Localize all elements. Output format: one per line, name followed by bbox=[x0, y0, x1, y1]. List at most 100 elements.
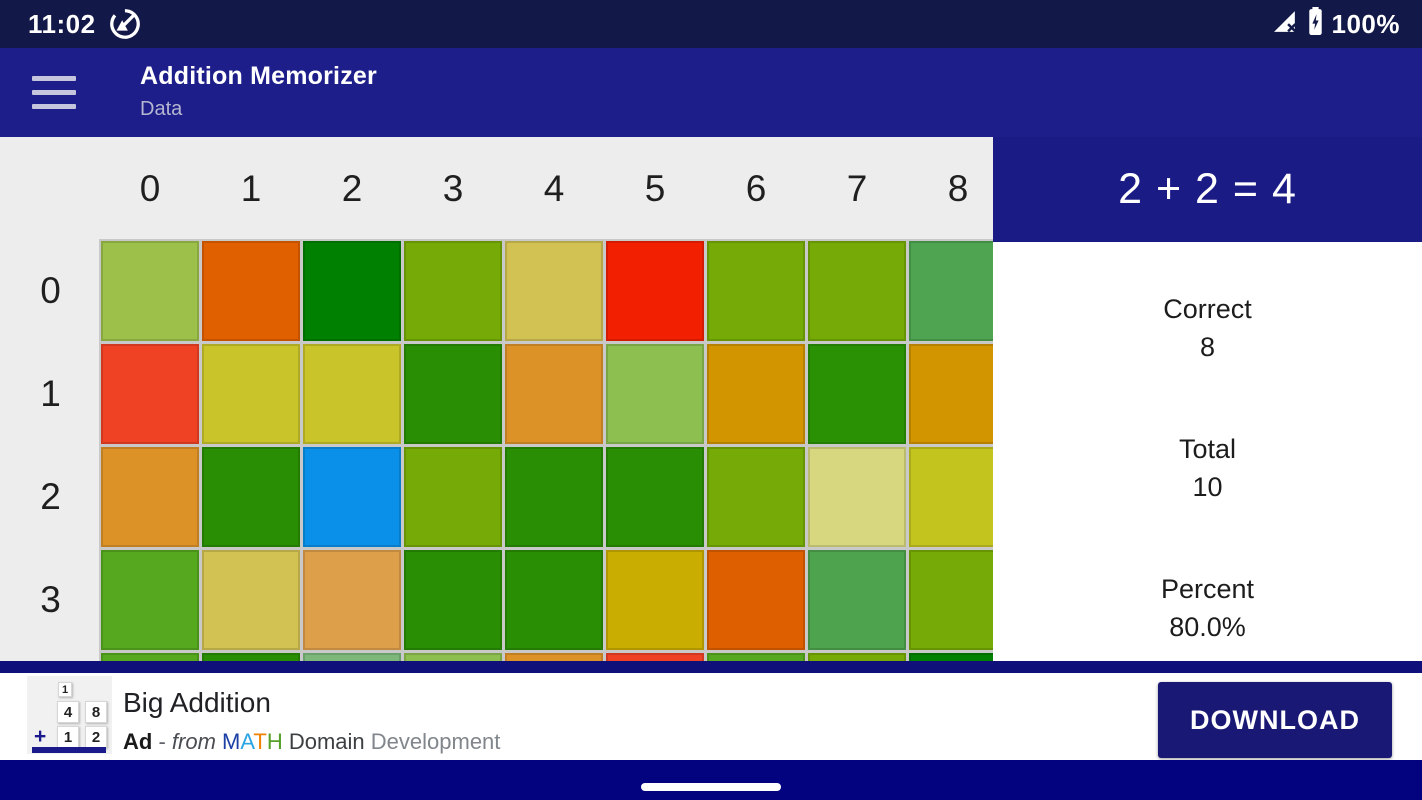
status-clock: 11:02 bbox=[28, 9, 96, 39]
row-header-0: 0 bbox=[40, 270, 61, 311]
stat-correct-label: Correct bbox=[1163, 294, 1252, 324]
battery-charging-icon bbox=[1307, 7, 1324, 41]
grid-cell-4-7[interactable] bbox=[808, 653, 906, 661]
col-header-8: 8 bbox=[947, 168, 969, 209]
grid-cell-2-2-selected[interactable] bbox=[303, 447, 401, 547]
status-bar: 11:02 10 bbox=[0, 0, 1422, 48]
grid-cell-1-4[interactable] bbox=[505, 344, 603, 444]
grid-cell-0-0[interactable] bbox=[101, 241, 199, 341]
grid-cell-3-5[interactable] bbox=[606, 550, 704, 650]
ad-badge: Ad bbox=[123, 729, 153, 754]
grid-cell-4-8[interactable] bbox=[909, 653, 993, 661]
grid-cell-1-1[interactable] bbox=[202, 344, 300, 444]
grid-cell-2-4[interactable] bbox=[505, 447, 603, 547]
stat-total-value: 10 bbox=[1192, 472, 1223, 502]
ad-attribution: Ad - from MATH Domain Development bbox=[123, 729, 501, 754]
brand-word: Domain bbox=[282, 729, 371, 754]
grid-cell-2-8[interactable] bbox=[909, 447, 993, 547]
grid-cell-0-2[interactable] bbox=[303, 241, 401, 341]
grid-cell-4-5[interactable] bbox=[606, 653, 704, 661]
stat-total-label: Total bbox=[1178, 434, 1237, 464]
gesture-pill[interactable] bbox=[641, 783, 781, 791]
grid-cell-0-4[interactable] bbox=[505, 241, 603, 341]
grid-cell-4-6[interactable] bbox=[707, 653, 805, 661]
grid-cell-1-3[interactable] bbox=[404, 344, 502, 444]
grid-cell-1-0[interactable] bbox=[101, 344, 199, 444]
ad-from-text: from bbox=[171, 729, 223, 754]
grid-cell-2-1[interactable] bbox=[202, 447, 300, 547]
grid-cell-3-3[interactable] bbox=[404, 550, 502, 650]
grid-cell-0-5[interactable] bbox=[606, 241, 704, 341]
grid-cell-2-3[interactable] bbox=[404, 447, 502, 547]
row-header-1: 1 bbox=[40, 373, 61, 414]
row-header-3: 3 bbox=[40, 579, 61, 620]
menu-button[interactable] bbox=[32, 76, 76, 109]
grid-cell-2-6[interactable] bbox=[707, 447, 805, 547]
grid-cell-4-4[interactable] bbox=[505, 653, 603, 661]
grid-cell-0-1[interactable] bbox=[202, 241, 300, 341]
equation-text: 2 + 2 = 4 bbox=[1118, 165, 1297, 213]
plus-icon: + bbox=[34, 725, 47, 748]
grid-cell-4-2[interactable] bbox=[303, 653, 401, 661]
col-header-7: 7 bbox=[846, 168, 868, 209]
col-header-3: 3 bbox=[442, 168, 464, 209]
brand-suffix: Development bbox=[370, 729, 501, 754]
ad-top-divider bbox=[0, 661, 1422, 673]
icon-digit: 8 bbox=[85, 701, 107, 723]
app-notification-icon bbox=[108, 7, 142, 41]
grid-cell-4-3[interactable] bbox=[404, 653, 502, 661]
grid-cell-4-1[interactable] bbox=[202, 653, 300, 661]
big-addition-app-icon: 1 4 8 + 1 2 bbox=[27, 676, 112, 754]
grid-cell-1-7[interactable] bbox=[808, 344, 906, 444]
grid-cell-1-5[interactable] bbox=[606, 344, 704, 444]
grid-cell-0-7[interactable] bbox=[808, 241, 906, 341]
status-right-cluster: 100% bbox=[1272, 0, 1401, 48]
app-bar: Addition Memorizer Data bbox=[0, 48, 1422, 137]
page-subtitle: Data bbox=[140, 98, 183, 120]
col-header-5: 5 bbox=[644, 168, 666, 209]
icon-sum-line bbox=[32, 747, 106, 753]
grid-cell-3-2[interactable] bbox=[303, 550, 401, 650]
grid-cell-3-8[interactable] bbox=[909, 550, 993, 650]
grid-cell-1-6[interactable] bbox=[707, 344, 805, 444]
icon-digit: 4 bbox=[57, 701, 79, 723]
col-header-6: 6 bbox=[745, 168, 767, 209]
col-header-2: 2 bbox=[341, 168, 363, 209]
brand-letter: H bbox=[266, 729, 283, 754]
grid-cell-1-8[interactable] bbox=[909, 344, 993, 444]
grid-cell-2-7[interactable] bbox=[808, 447, 906, 547]
navigation-bar bbox=[0, 760, 1422, 800]
grid-cell-3-4[interactable] bbox=[505, 550, 603, 650]
icon-carry-digit: 1 bbox=[58, 682, 72, 697]
download-button[interactable]: DOWNLOAD bbox=[1158, 682, 1392, 758]
addition-facts-grid: 0 1 2 3 4 5 6 7 8 0 1 2 3 bbox=[0, 137, 993, 661]
ad-app-title: Big Addition bbox=[123, 687, 271, 718]
app-title: Addition Memorizer bbox=[140, 62, 377, 90]
col-header-4: 4 bbox=[543, 168, 565, 209]
grid-cell-3-1[interactable] bbox=[202, 550, 300, 650]
grid-cell-3-6[interactable] bbox=[707, 550, 805, 650]
brand-letter: T bbox=[253, 729, 267, 754]
grid-cell-1-2[interactable] bbox=[303, 344, 401, 444]
ad-banner[interactable]: 1 4 8 + 1 2 Big Addition Ad - from MATH … bbox=[0, 673, 1422, 760]
icon-digit: 1 bbox=[57, 726, 79, 748]
stat-percent-label: Percent bbox=[1160, 574, 1255, 604]
col-header-0: 0 bbox=[139, 168, 161, 209]
grid-cell-4-0[interactable] bbox=[101, 653, 199, 661]
brand-letter: M bbox=[222, 729, 241, 754]
hamburger-icon bbox=[32, 76, 76, 81]
col-header-1: 1 bbox=[240, 168, 262, 209]
stat-percent-value: 80.0% bbox=[1169, 612, 1246, 642]
grid-cell-0-3[interactable] bbox=[404, 241, 502, 341]
grid-cell-2-0[interactable] bbox=[101, 447, 199, 547]
grid-cell-0-8[interactable] bbox=[909, 241, 993, 341]
grid-cell-2-5[interactable] bbox=[606, 447, 704, 547]
stat-correct-value: 8 bbox=[1199, 332, 1216, 362]
grid-cell-3-0[interactable] bbox=[101, 550, 199, 650]
stat-total: Total 10 bbox=[993, 430, 1422, 506]
current-problem-header: 2 + 2 = 4 bbox=[993, 137, 1422, 242]
grid-cell-0-6[interactable] bbox=[707, 241, 805, 341]
stats-panel: Correct 8 Total 10 Percent 80.0% bbox=[993, 242, 1422, 661]
grid-cell-3-7[interactable] bbox=[808, 550, 906, 650]
